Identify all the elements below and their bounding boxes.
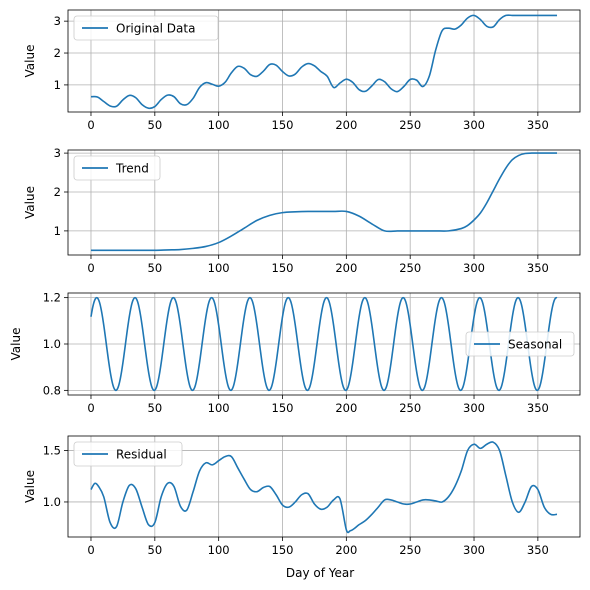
legend-label: Seasonal — [508, 338, 562, 352]
y-tick-label: 1.5 — [43, 443, 61, 457]
legend: Trend — [73, 155, 161, 181]
legend-box — [73, 155, 161, 181]
x-tick-label: 0 — [87, 401, 94, 415]
x-tick-label: 250 — [399, 543, 421, 557]
x-tick-label: 300 — [463, 118, 485, 132]
x-tick-label: 250 — [399, 401, 421, 415]
x-tick-label: 0 — [87, 118, 94, 132]
subplot-4: 0 50 100 150 200 250 300 350 1.0 1.5 Value Residual — [23, 435, 581, 557]
x-tick-label: 150 — [272, 261, 294, 275]
legend-label: Residual — [116, 448, 167, 462]
y-axis-label: Value — [23, 45, 37, 78]
y-tick-label: 2 — [54, 46, 61, 60]
legend-box — [73, 441, 183, 467]
x-tick-label: 250 — [399, 118, 421, 132]
x-tick-label: 200 — [335, 543, 357, 557]
y-tick-label: 0.8 — [43, 383, 61, 397]
y-axis-label: Value — [23, 186, 37, 219]
x-tick-label: 50 — [148, 261, 163, 275]
grid — [68, 150, 580, 255]
x-tick-label: 150 — [272, 543, 294, 557]
x-tick-label: 350 — [527, 261, 549, 275]
y-tick-label: 3 — [54, 146, 61, 160]
x-tick-label: 50 — [148, 543, 163, 557]
x-tick-label: 200 — [335, 261, 357, 275]
x-tick-label: 150 — [272, 401, 294, 415]
legend-label: Original Data — [116, 22, 195, 36]
y-tick-label: 1.2 — [43, 291, 61, 305]
x-tick-label: 300 — [463, 261, 485, 275]
x-tick-label: 300 — [463, 401, 485, 415]
subplot-2: 0 50 100 150 200 250 300 350 1 2 3 Value Trend — [23, 146, 581, 275]
x-tick-label: 50 — [148, 401, 163, 415]
x-tick-label: 100 — [208, 261, 230, 275]
x-tick-label: 200 — [335, 118, 357, 132]
x-axis-label: Day of Year — [286, 566, 354, 580]
y-axis-label: Value — [23, 470, 37, 503]
y-axis-label: Value — [9, 328, 23, 361]
x-tick-label: 250 — [399, 261, 421, 275]
legend: Original Data — [73, 15, 219, 41]
legend: Seasonal — [465, 331, 575, 357]
series-line-original-data — [90, 14, 558, 110]
axes-frame — [67, 435, 581, 538]
y-tick-label: 2 — [54, 185, 61, 199]
series-line-trend — [90, 152, 558, 252]
x-tick-label: 0 — [87, 261, 94, 275]
x-tick-label: 300 — [463, 543, 485, 557]
legend-label: Trend — [115, 162, 149, 176]
x-tick-label: 100 — [208, 543, 230, 557]
x-tick-label: 350 — [527, 543, 549, 557]
x-tick-label: 350 — [527, 118, 549, 132]
axes-frame — [67, 9, 581, 113]
y-tick-label: 1 — [54, 224, 61, 238]
x-tick-label: 200 — [335, 401, 357, 415]
series-line-seasonal — [90, 296, 558, 392]
x-tick-label: 150 — [272, 118, 294, 132]
series-line-residual — [90, 441, 558, 534]
x-tick-label: 0 — [87, 543, 94, 557]
legend: Residual — [73, 441, 183, 467]
legend-box — [465, 331, 575, 357]
y-tick-label: 1.0 — [43, 337, 61, 351]
y-tick-label: 1 — [54, 78, 61, 92]
subplot-1: 0 50 100 150 200 250 300 350 1 2 3 Value Original Da… — [23, 9, 581, 132]
y-tick-label: 1.0 — [43, 495, 61, 509]
legend-box — [73, 15, 219, 41]
x-tick-label: 100 — [208, 118, 230, 132]
subplot-3: 0 50 100 150 200 250 300 350 0.8 1.0 1.2 Value Seaso… — [9, 291, 581, 415]
y-tick-label: 3 — [54, 14, 61, 28]
x-tick-label: 350 — [527, 401, 549, 415]
x-tick-label: 100 — [208, 401, 230, 415]
x-tick-label: 50 — [148, 118, 163, 132]
axes-frame — [67, 149, 581, 256]
